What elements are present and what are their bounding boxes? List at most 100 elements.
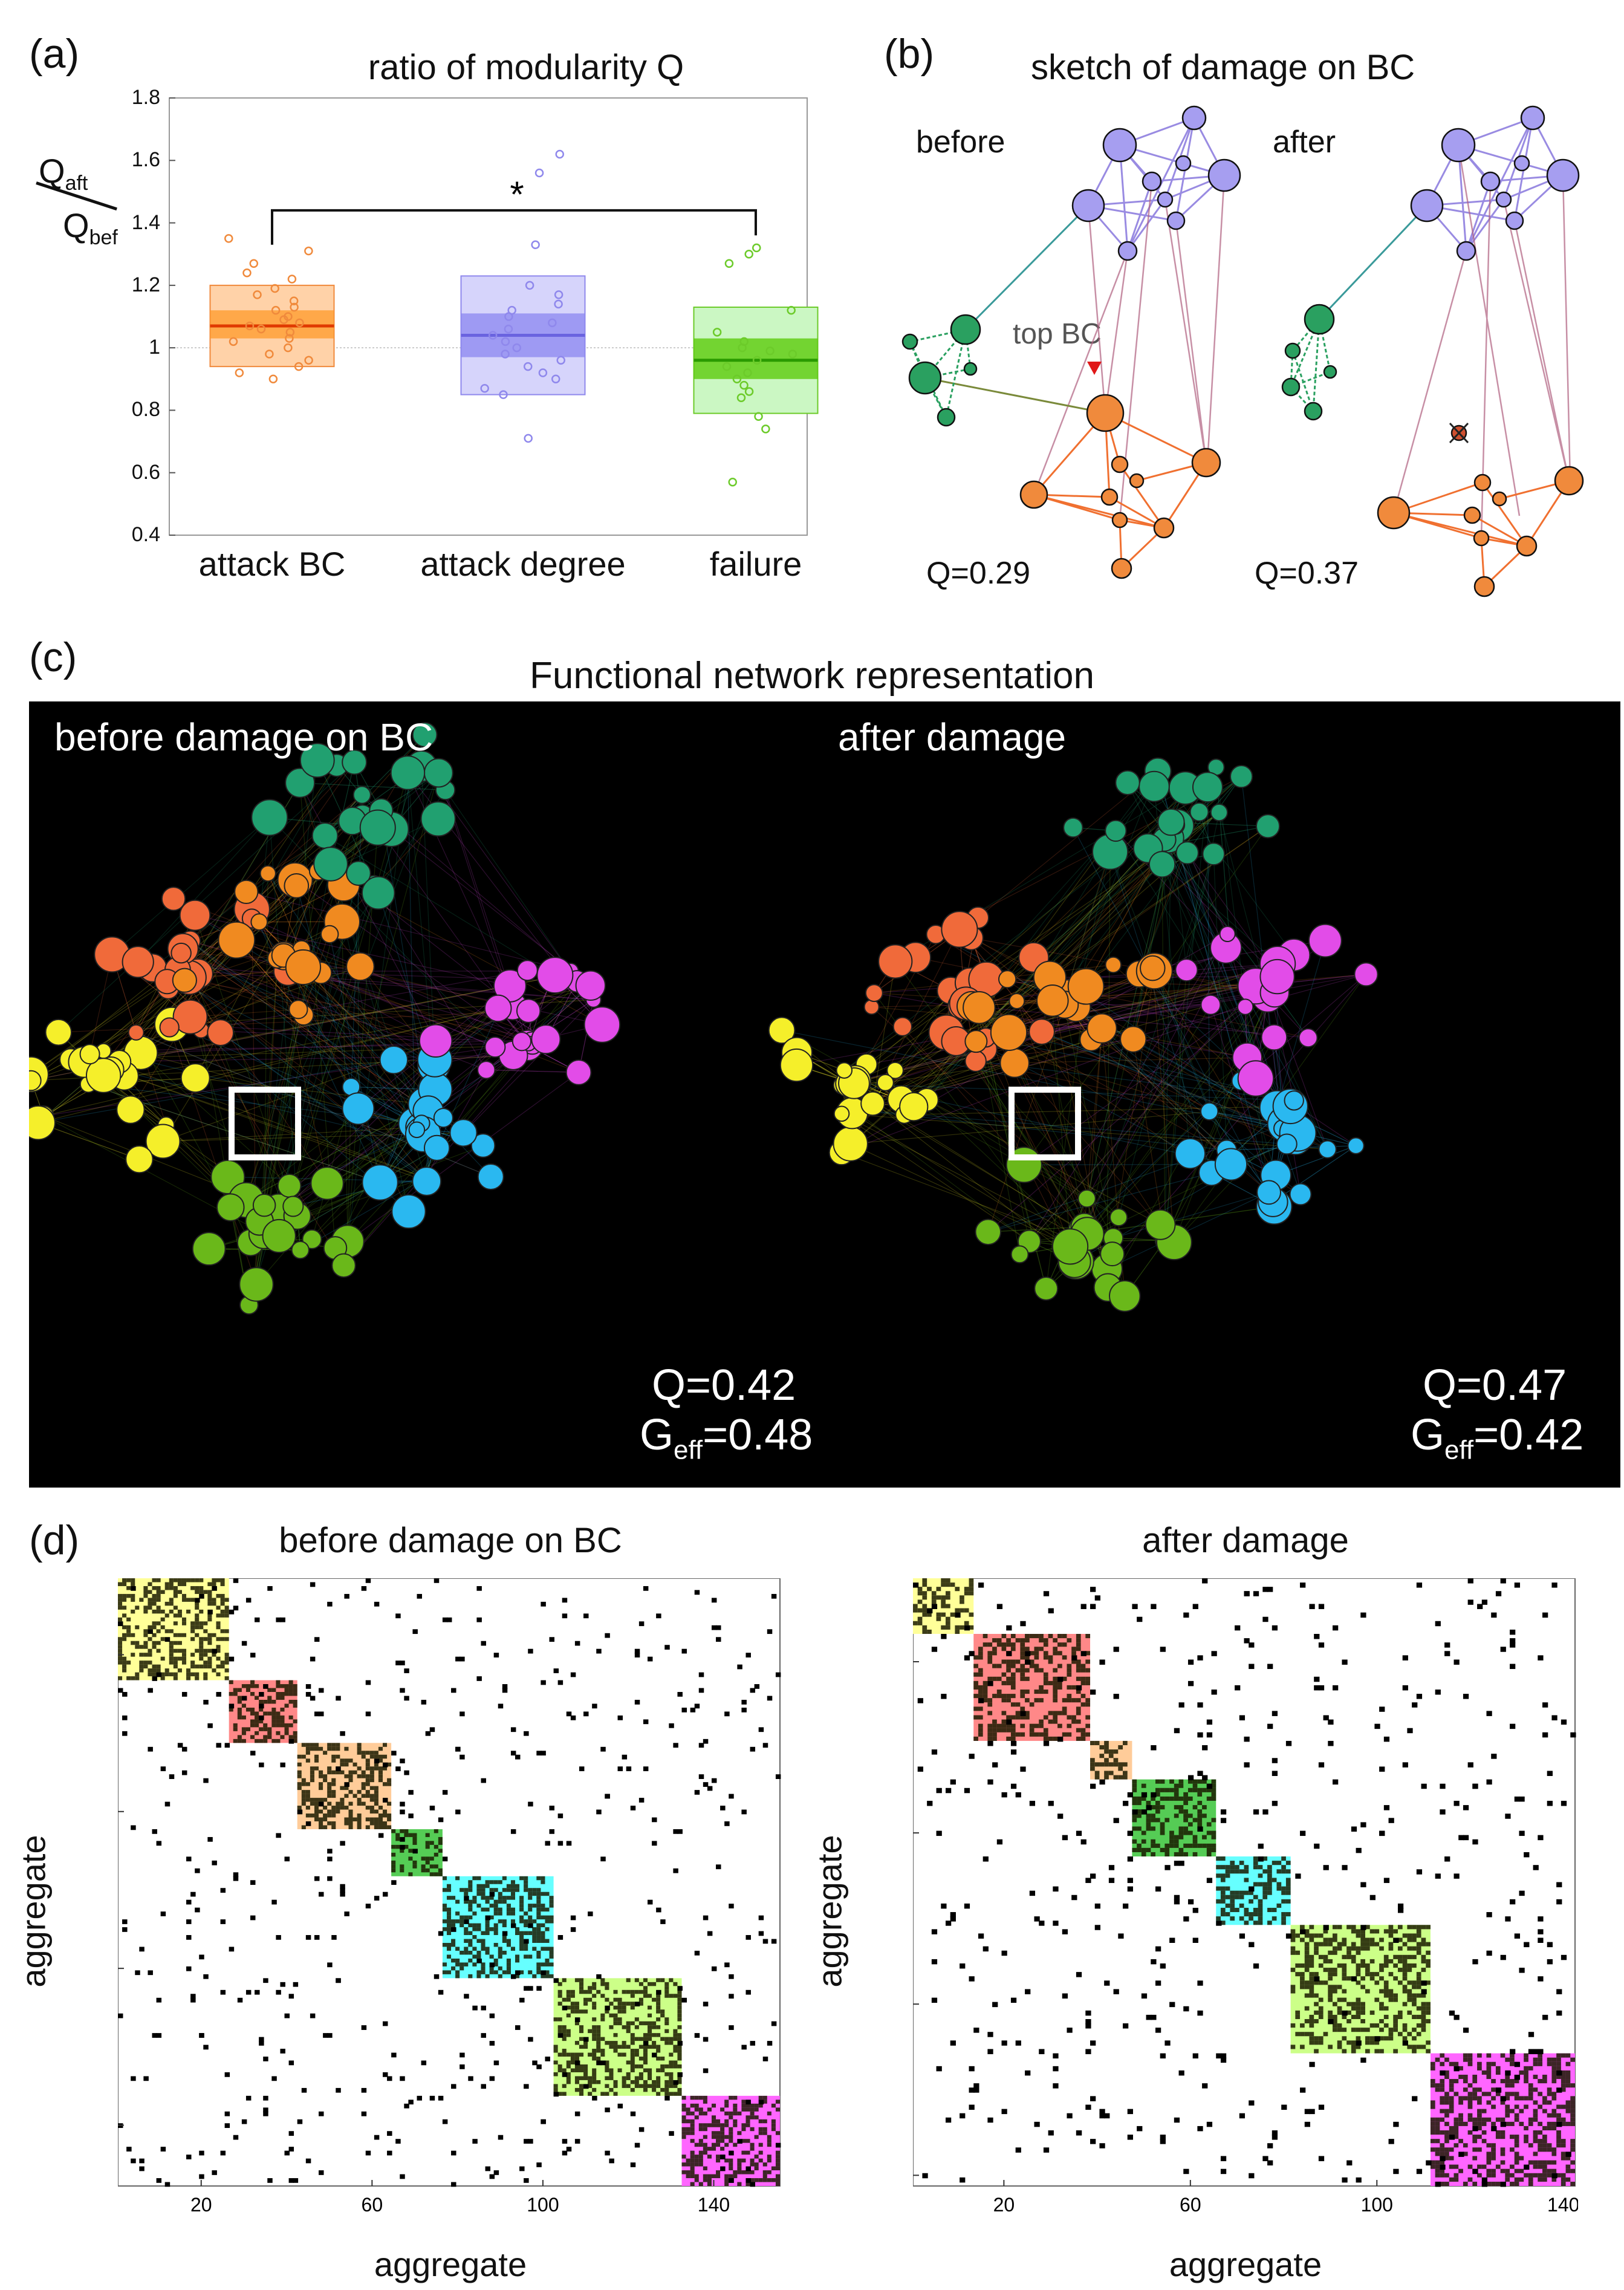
data-point (285, 328, 295, 337)
data-point (736, 393, 746, 403)
data-point (256, 324, 266, 334)
data-point (224, 234, 233, 243)
data-point (524, 434, 533, 443)
data-point (531, 240, 540, 249)
ylabel-numerator-sub: aft (65, 172, 88, 195)
geff-right-prefix: G (1411, 1411, 1445, 1459)
category-label: failure (709, 545, 802, 583)
panel-a-boxplot: * (169, 97, 819, 536)
block-cells (1132, 1779, 1216, 1857)
data-point (285, 334, 294, 343)
data-point (554, 299, 563, 309)
data-point (229, 337, 238, 346)
data-point (235, 368, 244, 377)
data-point (523, 362, 533, 371)
data-point (555, 149, 564, 159)
panel-d-label: (d) (29, 1517, 80, 1563)
data-point (739, 380, 749, 390)
network-panel: before damage on BC after damage Q=0.42 … (29, 701, 1620, 1488)
data-point (265, 350, 274, 359)
panel-c-label: (c) (29, 634, 77, 680)
data-point (556, 356, 565, 365)
data-point (249, 259, 259, 268)
matrix-left-xlabel: aggregate (374, 2245, 527, 2283)
removed-node-icon (1449, 422, 1469, 444)
data-point (271, 305, 281, 315)
data-point (761, 424, 770, 434)
ylabel-denominator: Q (63, 206, 89, 244)
xtick-label: 60 (1180, 2194, 1201, 2216)
xtick-label: 20 (993, 2194, 1015, 2216)
data-point (270, 284, 279, 293)
highlight-box-left (229, 1087, 301, 1160)
top-bc-annotation: top BC (1013, 318, 1102, 350)
matrix-right: 20206060100100140140 (913, 1578, 1578, 2216)
data-point (525, 281, 534, 290)
block-cells (1290, 1925, 1431, 2054)
network-right-q: Q=0.47 (1423, 1361, 1567, 1410)
data-point (294, 362, 304, 371)
category-label: attack BC (198, 545, 346, 583)
highlight-box-right (1009, 1087, 1081, 1160)
matrix-right-title: after damage (1142, 1521, 1349, 1560)
network-graphs (29, 722, 1379, 1315)
data-point (499, 390, 508, 399)
block-cells (553, 1978, 682, 2096)
network-left-title: before damage on BC (54, 715, 434, 759)
significance-star: * (510, 174, 524, 215)
network-right-geff: Geff=0.42 (1411, 1410, 1583, 1465)
data-point (268, 374, 278, 384)
data-point (787, 305, 796, 315)
data-point (752, 356, 762, 365)
ytick-label: 1.2 (131, 273, 160, 296)
ytick-label: 1.8 (131, 86, 160, 109)
data-point (551, 374, 560, 384)
data-point (728, 477, 737, 487)
xtick-label: 20 (190, 2194, 212, 2216)
ytick-label: 1.4 (131, 210, 160, 234)
block-cells (973, 1634, 1091, 1741)
data-point (245, 321, 255, 331)
data-point (289, 296, 299, 305)
ytick-label: 1.6 (131, 148, 160, 172)
panel-a-label: (a) (29, 31, 80, 77)
data-point (488, 331, 498, 340)
panel-c-title: Functional network representation (530, 655, 1094, 697)
data-point (765, 346, 775, 356)
panel-b-after-label: after (1273, 125, 1336, 160)
panel-b-q-before: Q=0.29 (926, 556, 1031, 591)
data-point (534, 168, 544, 178)
data-point (724, 259, 734, 268)
data-point (279, 315, 288, 324)
sketch-after (1281, 105, 1584, 597)
data-point (752, 243, 761, 253)
panel-b-q-after: Q=0.37 (1255, 556, 1359, 591)
data-point (548, 318, 557, 328)
data-point (512, 343, 521, 353)
matrix-left: 20206060100100140140 (118, 1578, 781, 2216)
panel-a-title: ratio of modularity Q (368, 48, 684, 87)
panel-b-before-label: before (916, 125, 1005, 160)
data-point (722, 362, 732, 371)
off-block-cells (913, 1578, 1576, 2187)
panel-b-label: (b) (884, 31, 935, 77)
box-inner-0 (210, 310, 334, 339)
data-point (295, 318, 304, 328)
xtick-label: 140 (698, 2194, 730, 2216)
network-left-q: Q=0.42 (652, 1361, 796, 1410)
block-cells (681, 2095, 780, 2186)
geff-right-value: =0.42 (1473, 1411, 1584, 1459)
data-point (304, 356, 313, 365)
sketch-before (901, 105, 1241, 579)
data-point (738, 343, 747, 353)
panel-b-title: sketch of damage on BC (1031, 48, 1415, 87)
geff-left-prefix: G (640, 1411, 674, 1459)
geff-right-sub: eff (1444, 1435, 1474, 1465)
block-cells (1430, 2053, 1575, 2186)
significance-bracket (271, 209, 757, 245)
panel-b-sketch (901, 105, 1584, 597)
data-point (744, 249, 753, 259)
data-point (501, 350, 510, 359)
data-point (554, 290, 564, 299)
xtick-label: 100 (1361, 2194, 1393, 2216)
